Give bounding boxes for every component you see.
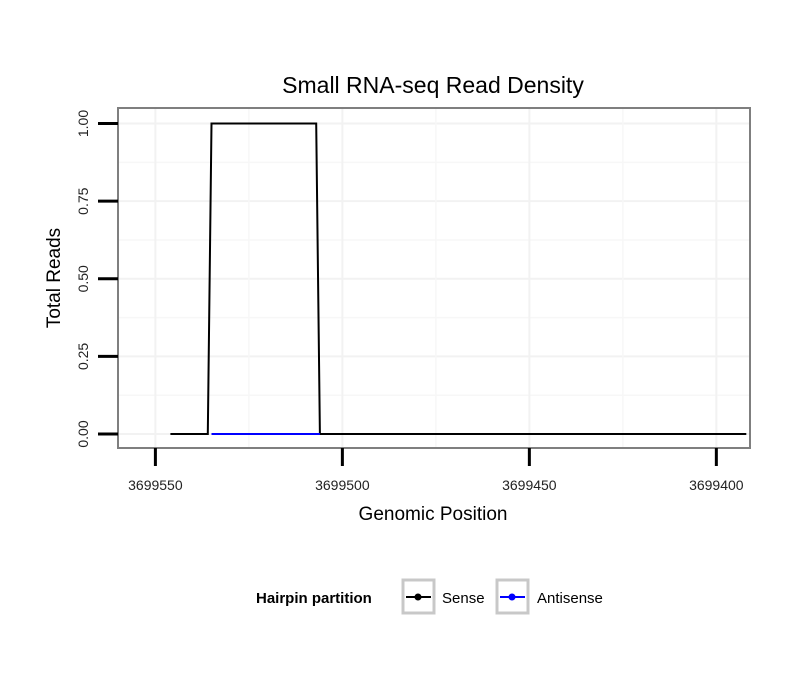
legend-label-antisense: Antisense	[537, 590, 603, 607]
x-axis-ticks: 3699550 3699500 3699450 3699400	[128, 448, 744, 493]
legend-item-antisense: Antisense	[495, 578, 603, 615]
chart-title: Small RNA-seq Read Density	[282, 72, 584, 98]
x-tick-label-3: 3699400	[689, 477, 744, 493]
legend-marker-sense	[414, 593, 422, 601]
series-lines	[170, 122, 747, 435]
y-tick-label-1: 0.25	[75, 343, 91, 370]
legend-marker-antisense	[508, 593, 516, 601]
x-tick-label-0: 3699550	[128, 477, 183, 493]
y-tick-label-3: 0.75	[75, 187, 91, 214]
legend-title: Hairpin partition	[256, 590, 372, 607]
x-tick-label-1: 3699500	[315, 477, 370, 493]
legend-item-sense: Sense	[401, 578, 485, 615]
x-tick-label-2: 3699450	[502, 477, 557, 493]
y-tick-label-4: 1.00	[75, 110, 91, 137]
y-tick-label-0: 0.00	[75, 420, 91, 447]
y-axis-ticks: 0.00 0.25 0.50 0.75 1.00	[75, 110, 118, 448]
y-axis-title: Total Reads	[44, 228, 65, 328]
legend: Hairpin partition Sense Antisense	[256, 578, 603, 615]
series-line-sense	[170, 122, 747, 435]
legend-label-sense: Sense	[442, 590, 485, 607]
x-axis-title: Genomic Position	[359, 504, 508, 525]
y-tick-label-2: 0.50	[75, 265, 91, 292]
